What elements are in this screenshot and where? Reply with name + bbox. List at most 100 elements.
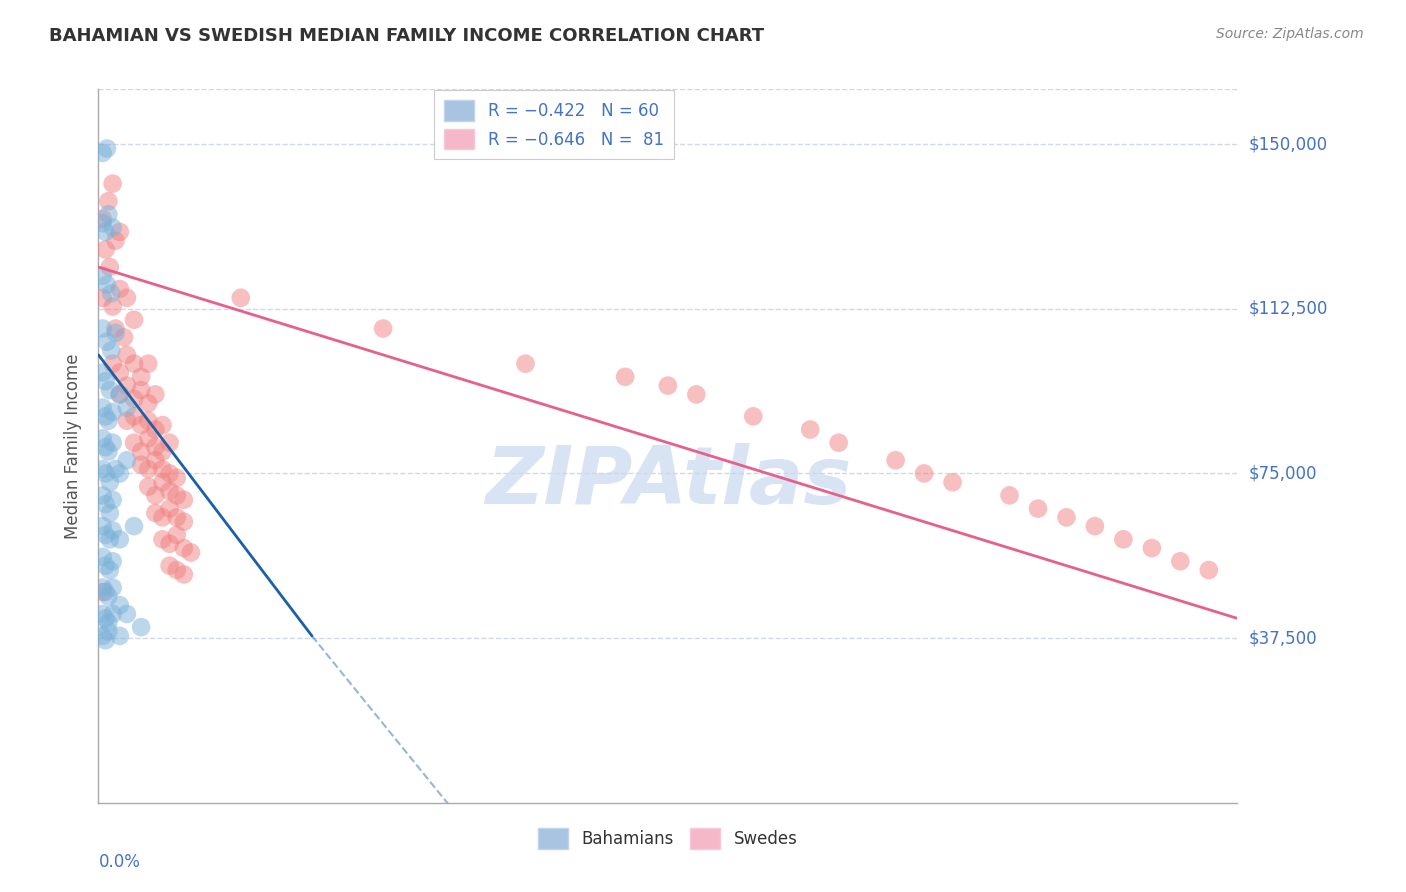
Point [98, 506, 121, 520]
Point [1084, 519, 1107, 533]
Point [101, 220, 124, 235]
Point [108, 467, 131, 481]
Point [101, 581, 124, 595]
Point [91, 462, 114, 476]
Point [180, 545, 202, 559]
Point [614, 369, 637, 384]
Point [101, 524, 124, 538]
Point [108, 533, 131, 547]
Point [152, 418, 174, 433]
Point [91, 629, 114, 643]
Point [100, 343, 122, 358]
Point [91, 145, 114, 160]
Point [94, 243, 117, 257]
Point [108, 387, 131, 401]
Point [173, 492, 195, 507]
Point [145, 453, 167, 467]
Point [98, 563, 121, 577]
Point [91, 401, 114, 415]
Point [122, 519, 145, 533]
Point [101, 357, 124, 371]
Point [94, 611, 117, 625]
Point [101, 492, 124, 507]
Point [94, 467, 117, 481]
Text: ZIPAtlas: ZIPAtlas [485, 442, 851, 521]
Point [159, 501, 181, 516]
Point [129, 444, 152, 458]
Point [1026, 501, 1049, 516]
Point [173, 541, 195, 555]
Point [129, 458, 152, 472]
Point [166, 488, 188, 502]
Point [108, 629, 131, 643]
Point [91, 216, 114, 230]
Point [129, 418, 152, 433]
Point [108, 225, 131, 239]
Point [173, 515, 195, 529]
Point [91, 585, 114, 599]
Point [115, 378, 138, 392]
Point [145, 488, 167, 502]
Point [108, 366, 131, 380]
Point [91, 268, 114, 283]
Point [91, 321, 114, 335]
Point [101, 607, 124, 621]
Point [828, 435, 851, 450]
Point [97, 207, 120, 221]
Point [173, 567, 195, 582]
Point [115, 291, 138, 305]
Point [94, 497, 117, 511]
Point [373, 321, 395, 335]
Point [159, 537, 181, 551]
Point [97, 444, 120, 458]
Point [884, 453, 907, 467]
Point [122, 392, 145, 406]
Point [91, 581, 114, 595]
Point [122, 312, 145, 326]
Point [96, 277, 118, 292]
Point [94, 440, 117, 454]
Point [91, 607, 114, 621]
Point [166, 563, 188, 577]
Point [115, 348, 138, 362]
Point [91, 549, 114, 564]
Point [115, 453, 138, 467]
Text: $75,000: $75,000 [1249, 465, 1317, 483]
Point [152, 533, 174, 547]
Point [166, 471, 188, 485]
Point [152, 475, 174, 490]
Point [98, 533, 121, 547]
Point [91, 519, 114, 533]
Point [129, 383, 152, 397]
Text: Source: ZipAtlas.com: Source: ZipAtlas.com [1216, 27, 1364, 41]
Point [96, 141, 118, 155]
Point [136, 357, 159, 371]
Y-axis label: Median Family Income: Median Family Income [65, 353, 83, 539]
Point [91, 431, 114, 445]
Point [97, 615, 120, 630]
Point [145, 387, 167, 401]
Point [97, 590, 120, 604]
Point [98, 260, 121, 274]
Point [152, 510, 174, 524]
Point [742, 409, 765, 424]
Point [112, 330, 135, 344]
Point [998, 488, 1021, 502]
Point [122, 357, 145, 371]
Point [94, 633, 117, 648]
Point [101, 300, 124, 314]
Point [1140, 541, 1163, 555]
Point [94, 558, 117, 573]
Point [94, 374, 117, 388]
Point [159, 558, 181, 573]
Point [1198, 563, 1220, 577]
Point [152, 462, 174, 476]
Point [94, 225, 117, 239]
Point [94, 409, 117, 424]
Text: $150,000: $150,000 [1249, 135, 1327, 153]
Point [91, 366, 114, 380]
Point [101, 177, 124, 191]
Text: $37,500: $37,500 [1249, 629, 1317, 647]
Point [129, 369, 152, 384]
Point [1170, 554, 1192, 568]
